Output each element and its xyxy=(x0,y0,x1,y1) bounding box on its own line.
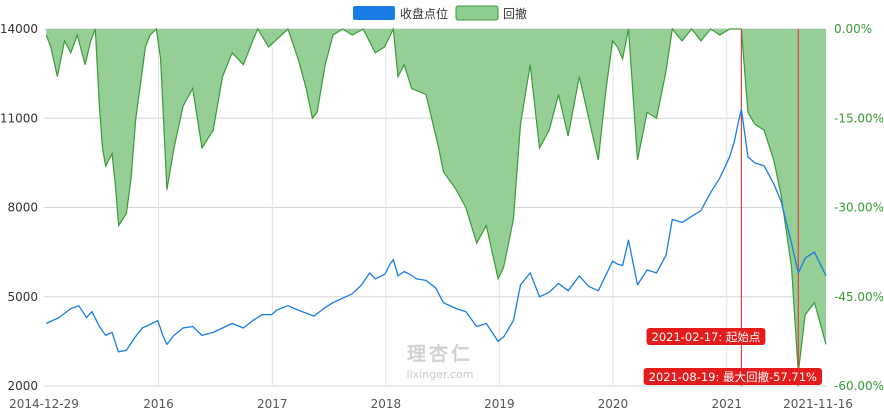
legend-label-price: 收盘点位 xyxy=(400,6,448,21)
price-line xyxy=(45,108,827,353)
y-left-tick-label: 14000 xyxy=(0,22,38,36)
y-right-tick-label: -45.00% xyxy=(834,290,884,304)
marker-lines xyxy=(740,29,799,386)
legend-swatch-drawdown xyxy=(455,5,499,21)
annotations: 2021-02-17: 起始点 2021-08-19: 最大回撤-57.71% xyxy=(643,328,822,385)
right-axis: 0.00% -15.00% -30.00% -45.00% -60.00% xyxy=(834,22,884,393)
drawdown-line xyxy=(45,26,827,373)
drawdown-area xyxy=(46,29,826,373)
legend-item-price[interactable]: 收盘点位 xyxy=(353,6,448,21)
marker-annotation: 2021-02-17: 起始点 xyxy=(646,328,766,345)
marker-annotation-box xyxy=(646,328,766,345)
x-tick-label: 2016 xyxy=(143,397,174,411)
watermark: 理杏仁 lixinger.com xyxy=(407,342,474,381)
legend-label-drawdown: 回撤 xyxy=(503,6,527,21)
x-tick-label: 2014-12-29 xyxy=(9,397,79,411)
x-tick-label: 2019 xyxy=(484,397,515,411)
y-right-tick-label: -15.00% xyxy=(834,111,884,125)
y-right-tick-label: 0.00% xyxy=(834,22,872,36)
x-tick-label: 2018 xyxy=(371,397,402,411)
x-tick-label: 2021-11-16 xyxy=(783,397,853,411)
y-right-tick-label: -30.00% xyxy=(834,201,884,215)
x-tick-label: 2017 xyxy=(257,397,288,411)
marker-annotation-text: 2021-08-19: 最大回撤-57.71% xyxy=(649,370,817,384)
drawdown-series xyxy=(45,26,827,373)
x-tick-label: 2021 xyxy=(711,397,742,411)
legend-swatch-price xyxy=(353,6,395,20)
legend-item-drawdown[interactable]: 回撤 xyxy=(455,5,527,21)
marker-annotation: 2021-08-19: 最大回撤-57.71% xyxy=(643,368,822,385)
x-axis: 2014-12-29 2016 2017 2018 2019 2020 2021 2021-1… xyxy=(9,397,853,411)
x-tick-label: 2020 xyxy=(598,397,629,411)
watermark-site: lixinger.com xyxy=(407,368,474,381)
legend: 收盘点位 回撤 xyxy=(353,5,527,21)
y-left-tick-label: 5000 xyxy=(7,290,38,304)
left-axis: 2000 5000 8000 11000 14000 xyxy=(0,22,38,393)
y-right-tick-label: -60.00% xyxy=(834,379,884,393)
y-left-tick-label: 8000 xyxy=(7,201,38,215)
y-left-tick-label: 11000 xyxy=(0,111,38,125)
y-left-tick-label: 2000 xyxy=(7,379,38,393)
price-series xyxy=(45,108,827,353)
marker-annotation-text: 2021-02-17: 起始点 xyxy=(652,330,761,344)
marker-annotation-box xyxy=(643,368,822,385)
watermark-name: 理杏仁 xyxy=(407,342,473,365)
